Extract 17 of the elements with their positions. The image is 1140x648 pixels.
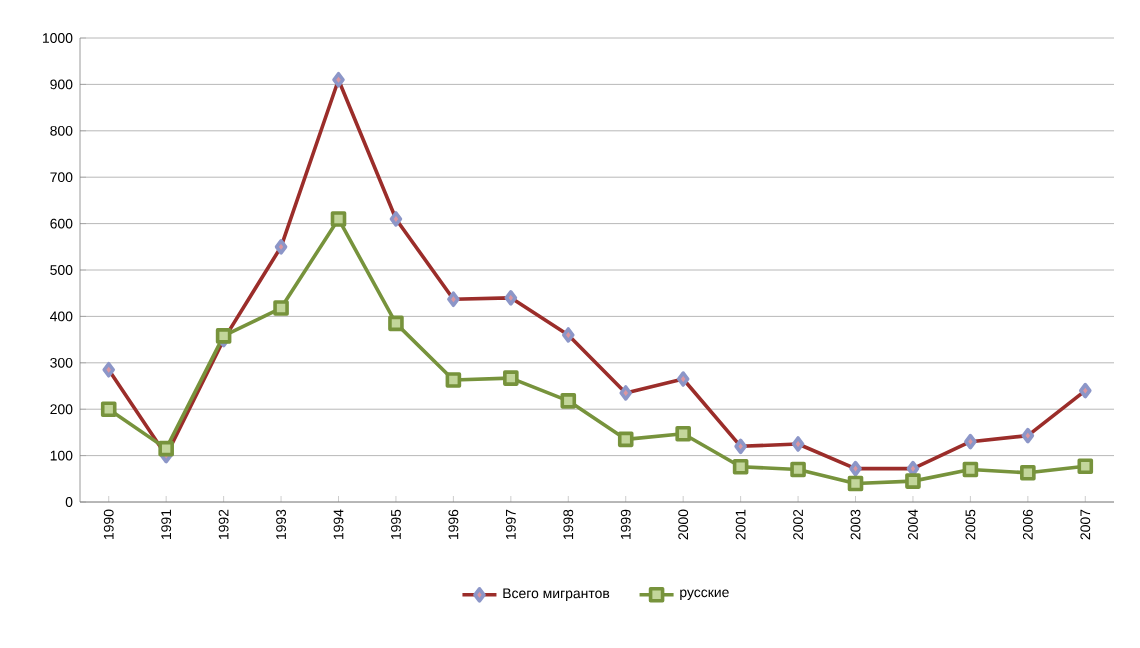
- point: [330, 211, 347, 227]
- point: [617, 431, 634, 448]
- point: [100, 401, 117, 417]
- point: [388, 315, 404, 332]
- point: [905, 473, 921, 489]
- point: [273, 300, 289, 316]
- point: [503, 370, 519, 386]
- point: [675, 425, 691, 442]
- point: [1020, 464, 1036, 481]
- point: [560, 393, 577, 409]
- point: [445, 372, 462, 388]
- point: [158, 440, 174, 457]
- point: [847, 475, 864, 492]
- point: [962, 461, 979, 478]
- point: [732, 458, 749, 475]
- point: [1077, 458, 1094, 475]
- point: [790, 461, 806, 478]
